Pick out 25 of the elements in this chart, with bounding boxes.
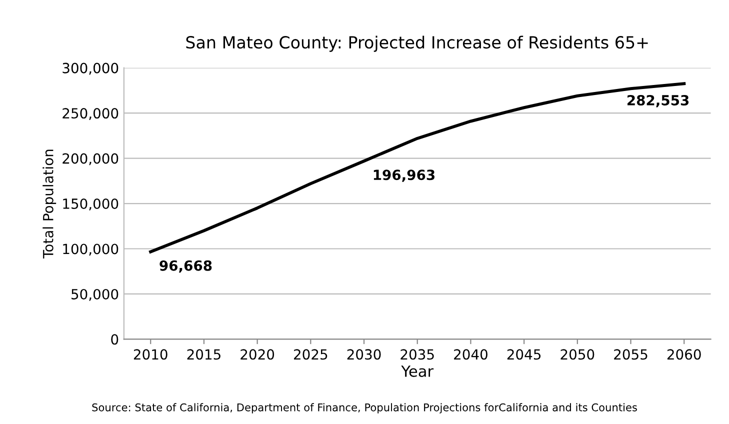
x-tick-label: 2020 — [240, 349, 274, 360]
source-note: Source: State of California, Department of Finance, Population Projections forCalifornia and its Counties — [92, 403, 637, 414]
x-axis-title: Year — [401, 366, 434, 377]
y-axis-title: Total Population — [42, 150, 56, 258]
data-label: 196,963 — [374, 170, 434, 182]
y-tick-label: 50,000 — [72, 288, 118, 301]
chart-title: San Mateo County: Projected Increase of Residents 65+ — [186, 36, 648, 52]
y-tick-label: 150,000 — [63, 198, 118, 210]
x-tick-label: 2025 — [294, 349, 328, 360]
y-tick-label: 300,000 — [62, 62, 118, 75]
y-tick-label: 200,000 — [62, 153, 118, 166]
x-tick-label: 2060 — [667, 349, 701, 360]
x-tick-label: 2030 — [347, 349, 381, 360]
y-tick-label: 100,000 — [63, 244, 118, 256]
data-label: 96,668 — [160, 260, 212, 273]
x-tick-label: 2010 — [134, 349, 168, 360]
x-tick-label: 2040 — [454, 349, 488, 360]
data-label: 282,553 — [627, 94, 689, 108]
x-tick-label: 2015 — [187, 349, 220, 360]
x-tick-label: 2050 — [560, 349, 594, 360]
x-tick-label: 2055 — [614, 349, 648, 360]
y-tick-label: 250,000 — [62, 108, 118, 120]
x-tick-label: 2045 — [507, 349, 541, 360]
x-tick-label: 2035 — [400, 349, 434, 360]
y-tick-label: 0 — [111, 334, 118, 345]
